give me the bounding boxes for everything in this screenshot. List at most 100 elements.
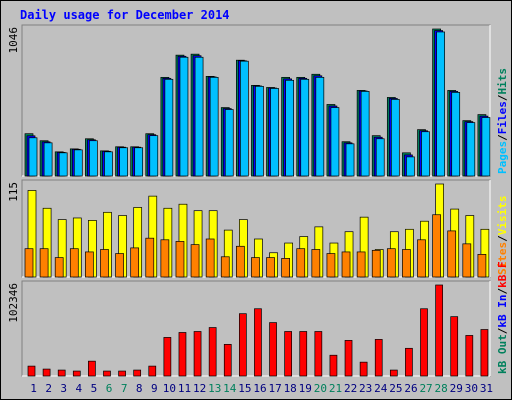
bar xyxy=(311,249,321,278)
bar xyxy=(39,248,49,278)
bar xyxy=(390,99,400,177)
bar xyxy=(179,56,189,177)
bar xyxy=(251,257,260,278)
bar xyxy=(205,238,215,278)
bar xyxy=(421,131,430,177)
bar xyxy=(54,257,64,278)
bar xyxy=(375,138,385,177)
bar xyxy=(466,122,476,177)
bar xyxy=(85,251,94,278)
x-tick-label: 7 xyxy=(121,382,128,395)
legend-separator: / xyxy=(496,134,509,141)
bar xyxy=(43,142,53,177)
bar xyxy=(462,243,472,278)
legend-entry: Visits xyxy=(496,196,509,236)
bar xyxy=(115,253,124,278)
bar xyxy=(57,369,66,377)
y-tick-label: 1046 xyxy=(7,27,20,54)
legend-entry: kB F xyxy=(496,261,509,288)
bar xyxy=(435,284,443,377)
bar xyxy=(329,354,338,377)
legend-entry: Sites xyxy=(496,242,509,275)
x-tick-label: 31 xyxy=(480,382,493,395)
bar xyxy=(296,248,306,278)
bar xyxy=(481,117,491,177)
y-tick-label: 115 xyxy=(7,182,20,202)
bar xyxy=(266,257,275,278)
bar xyxy=(326,253,336,278)
legend-separator: / xyxy=(496,288,509,295)
bar xyxy=(104,151,113,177)
bar xyxy=(345,143,355,177)
x-tick-label: 4 xyxy=(76,382,83,395)
bar xyxy=(270,88,279,177)
bar xyxy=(239,313,247,377)
bar xyxy=(130,247,140,278)
bar xyxy=(406,156,415,177)
bar xyxy=(163,337,172,377)
bar xyxy=(389,369,398,377)
chart-title: Daily usage for December 2014 xyxy=(20,8,230,22)
x-tick-label: 28 xyxy=(435,382,448,395)
bar xyxy=(386,248,396,278)
bar xyxy=(284,331,292,377)
bar xyxy=(480,329,489,377)
bar xyxy=(103,370,111,377)
legend-separator: / xyxy=(496,327,509,334)
legend: Pages/Files/Hits xyxy=(496,68,509,174)
x-tick-label: 20 xyxy=(314,382,327,395)
bar xyxy=(330,107,340,177)
bar xyxy=(420,308,428,377)
legend-separator: / xyxy=(496,235,509,242)
legend: Sites/Visits xyxy=(496,196,509,276)
x-tick-label: 15 xyxy=(238,382,251,395)
bar xyxy=(118,370,126,377)
bar xyxy=(134,147,144,177)
bar xyxy=(175,241,185,278)
bar xyxy=(417,239,426,278)
x-tick-label: 24 xyxy=(374,382,388,395)
legend: kB Out/kB In/kB F xyxy=(496,261,509,374)
x-tick-label: 13 xyxy=(208,382,221,395)
bar xyxy=(164,78,174,177)
bar xyxy=(269,322,277,377)
bar xyxy=(451,92,461,177)
x-tick-label: 21 xyxy=(329,382,342,395)
bar xyxy=(28,137,38,177)
bar xyxy=(193,331,202,377)
bar xyxy=(236,245,245,278)
x-tick-label: 9 xyxy=(151,382,158,395)
bar xyxy=(145,237,155,278)
bar xyxy=(133,369,142,377)
bar xyxy=(432,214,441,278)
bar xyxy=(450,316,459,377)
bar xyxy=(374,339,383,377)
bar xyxy=(436,31,445,177)
x-tick-label: 10 xyxy=(163,382,176,395)
bar xyxy=(160,239,170,278)
x-tick-label: 6 xyxy=(106,382,113,395)
bar xyxy=(194,56,204,177)
bar xyxy=(190,244,200,278)
x-tick-label: 25 xyxy=(389,382,402,395)
x-tick-label: 18 xyxy=(284,382,297,395)
x-tick-label: 27 xyxy=(419,382,432,395)
bar xyxy=(281,258,290,278)
bar xyxy=(73,149,83,177)
legend-entry: kB Out xyxy=(496,334,509,374)
bar xyxy=(255,85,264,177)
x-tick-label: 2 xyxy=(45,382,52,395)
x-tick-label: 23 xyxy=(359,382,372,395)
x-tick-label: 1 xyxy=(30,382,37,395)
bar xyxy=(402,249,411,278)
x-tick-label: 26 xyxy=(404,382,417,395)
bar xyxy=(300,78,310,177)
x-tick-label: 8 xyxy=(136,382,143,395)
x-tick-label: 17 xyxy=(268,382,281,395)
bar xyxy=(477,254,487,278)
bar xyxy=(89,140,98,177)
bar xyxy=(344,340,353,377)
x-tick-label: 19 xyxy=(299,382,312,395)
bar xyxy=(285,79,294,177)
bar xyxy=(178,332,187,377)
